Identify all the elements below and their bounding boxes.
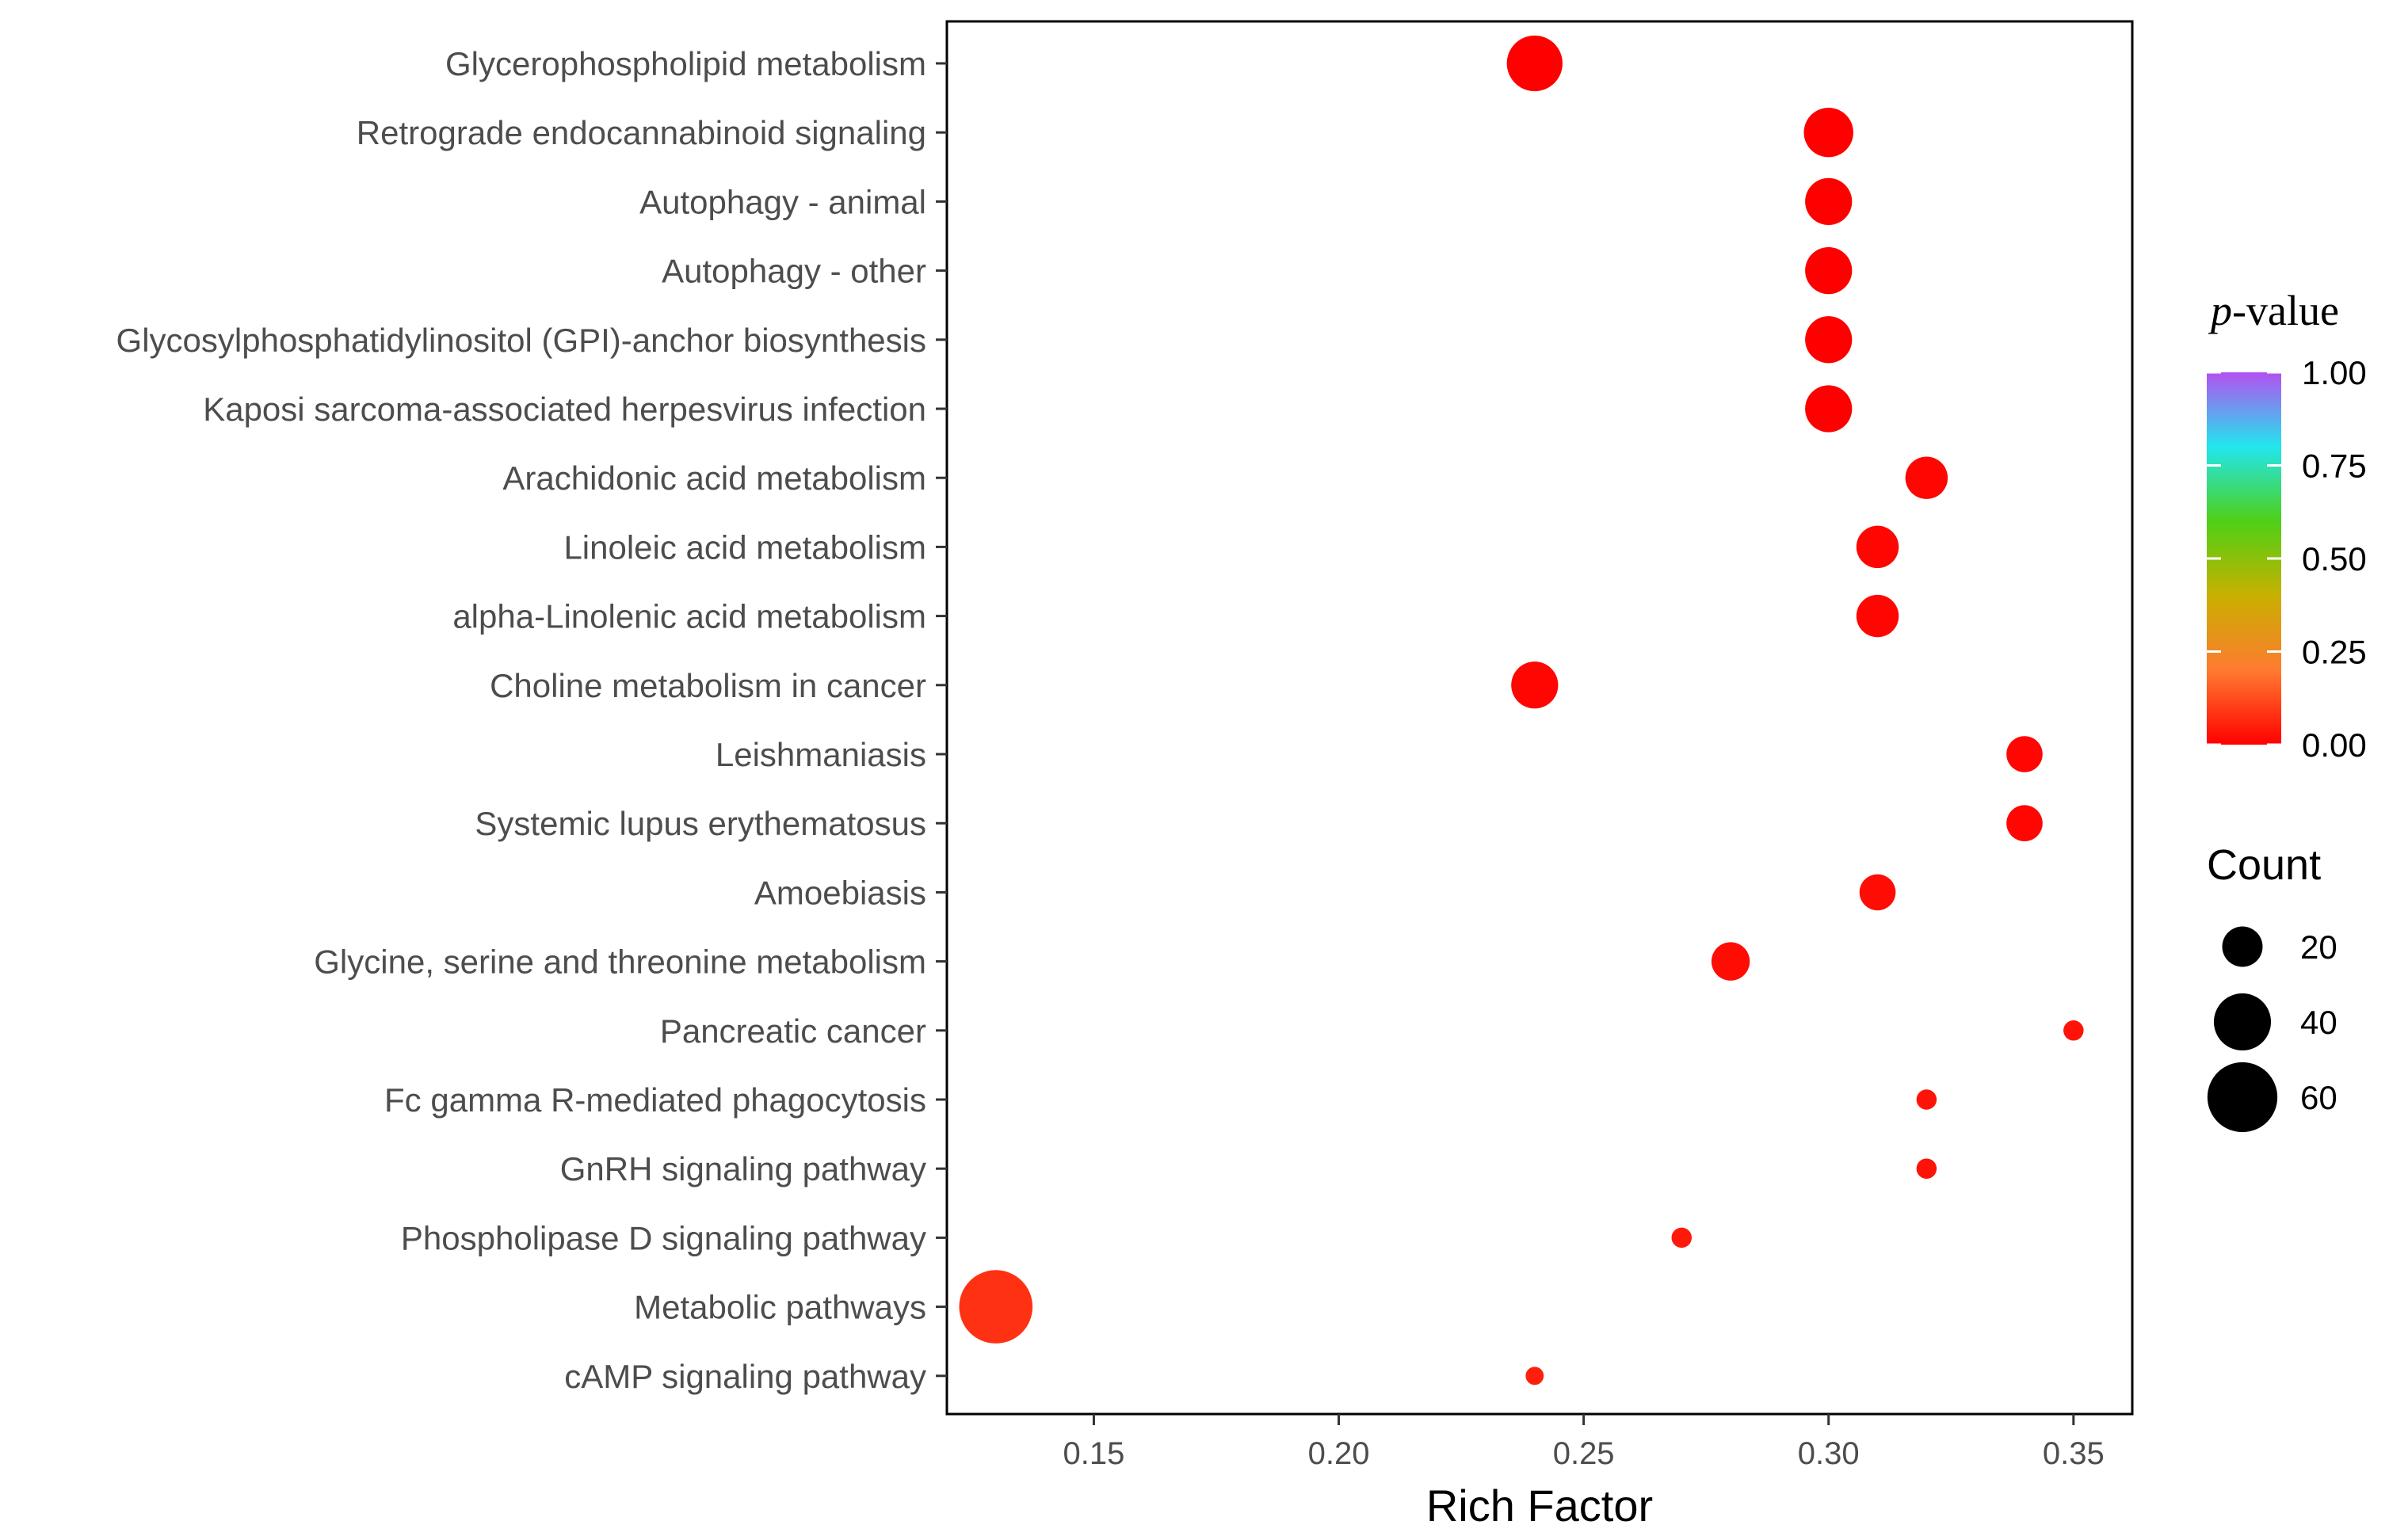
y-tick-label-amoebiasis: Amoebiasis [754,874,926,911]
y-tick-label-arachidonic-acid-metabolism: Arachidonic acid metabolism [502,459,926,497]
x-tick-label-0-30: 0.30 [1798,1436,1860,1471]
size-legend-label-20: 20 [2300,928,2337,966]
x-tick-label-0-20: 0.20 [1308,1436,1370,1471]
y-tick-label-leishmaniasis: Leishmaniasis [716,736,926,773]
point-autophagy-other [1805,246,1853,295]
point-gnrh-signaling-pathway [1916,1158,1937,1179]
data-points [959,35,2084,1386]
y-tick-label-retrograde-endocannabinoid-signaling: Retrograde endocannabinoid signaling [357,114,926,151]
size-legend-title: Count [2207,841,2321,889]
y-tick-label-alpha-linolenic-acid-metabolism: alpha-Linolenic acid metabolism [452,598,926,635]
y-axis: Glycerophospholipid metabolism Retrograde… [116,45,947,1395]
point-systemic-lupus-erythematosus [2006,805,2043,841]
y-tick-label-glycerophospholipid-metabolism: Glycerophospholipid metabolism [445,45,926,82]
y-tick-label-choline-metabolism-in-cancer: Choline metabolism in cancer [490,667,926,704]
color-legend-label-0-25: 0.25 [2302,634,2367,671]
size-legend-dot-60 [2207,1062,2278,1133]
x-tick-label-0-15: 0.15 [1063,1436,1125,1471]
x-tick-label-0-35: 0.35 [2043,1436,2105,1471]
size-legend-items: 20 40 60 [2207,926,2337,1133]
x-tick-label-0-25: 0.25 [1553,1436,1615,1471]
point-kaposi-sarcoma-associated-herpesvirus-infection [1805,385,1853,433]
color-legend-title-italic: p [2208,287,2232,334]
color-legend-label-0-75: 0.75 [2302,448,2367,485]
point-pancreatic-cancer [2063,1020,2084,1041]
y-tick-label-linoleic-acid-metabolism: Linoleic acid metabolism [563,528,926,566]
y-tick-label-kaposi-sarcoma-associated-herpesvirus-infection: Kaposi sarcoma-associated herpesvirus in… [203,391,926,428]
color-legend-label-1-00: 1.00 [2302,354,2367,391]
x-axis: 0.15 0.20 0.25 0.30 0.35 [1063,1414,2105,1471]
point-retrograde-endocannabinoid-signaling [1803,107,1853,158]
color-legend-label-0-00: 0.00 [2302,726,2367,764]
y-tick-label-glycine-serine-and-threonine-metabolism: Glycine, serine and threonine metabolism [314,943,926,981]
point-linoleic-acid-metabolism [1856,525,1899,569]
color-legend: p-value 1.00 0.75 0.50 0.25 0.00 [2207,287,2367,764]
point-leishmaniasis [2006,736,2043,772]
x-axis-title: Rich Factor [1426,1481,1653,1530]
color-legend-title-rest: -value [2232,287,2339,334]
y-tick-label-autophagy-animal: Autophagy - animal [639,183,926,220]
point-alpha-linolenic-acid-metabolism [1856,594,1899,638]
point-glycerophospholipid-metabolism [1506,35,1563,92]
point-phospholipase-d-signaling-pathway [1671,1227,1693,1248]
size-legend: Count 20 40 60 [2207,841,2337,1133]
y-tick-label-gnrh-signaling-pathway: GnRH signaling pathway [560,1150,926,1187]
size-legend-dot-40 [2213,993,2272,1051]
color-legend-ticks: 1.00 0.75 0.50 0.25 0.00 [2207,354,2367,764]
size-legend-dot-20 [2222,926,2263,967]
y-tick-label-pancreatic-cancer: Pancreatic cancer [660,1012,926,1050]
point-autophagy-animal [1805,177,1853,226]
y-tick-label-camp-signaling-pathway: cAMP signaling pathway [564,1358,926,1395]
size-legend-label-40: 40 [2300,1004,2337,1041]
color-legend-title: p-value [2208,287,2339,334]
plot-panel [945,20,2134,1416]
point-glycosylphosphatidylinositol-gpi-anchor-biosynthesis [1805,316,1853,364]
size-legend-label-60: 60 [2300,1079,2337,1116]
point-glycine-serine-and-threonine-metabolism [1711,942,1750,981]
y-tick-label-glycosylphosphatidylinositol-gpi-anchor-biosynthesis: Glycosylphosphatidylinositol (GPI)-ancho… [116,322,926,359]
color-legend-label-0-50: 0.50 [2302,540,2367,578]
point-choline-metabolism-in-cancer [1511,661,1559,709]
y-tick-label-fc-gamma-r-mediated-phagocytosis: Fc gamma R-mediated phagocytosis [384,1081,926,1119]
y-tick-label-autophagy-other: Autophagy - other [662,253,926,290]
point-amoebiasis [1859,874,1896,911]
point-arachidonic-acid-metabolism [1905,456,1948,499]
y-tick-label-phospholipase-d-signaling-pathway: Phospholipase D signaling pathway [401,1219,926,1256]
point-camp-signaling-pathway [1525,1367,1544,1386]
point-metabolic-pathways [959,1270,1033,1344]
point-fc-gamma-r-mediated-phagocytosis [1916,1089,1937,1110]
y-tick-label-systemic-lupus-erythematosus: Systemic lupus erythematosus [475,805,926,842]
y-tick-label-metabolic-pathways: Metabolic pathways [634,1289,926,1326]
